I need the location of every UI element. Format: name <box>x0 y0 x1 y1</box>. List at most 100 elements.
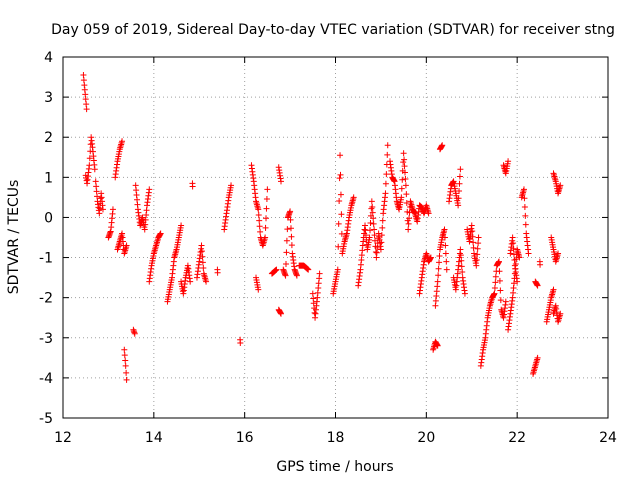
data-point-marker <box>557 182 564 189</box>
y-tick-label: 1 <box>44 170 53 186</box>
data-point-marker <box>263 205 270 212</box>
data-point-marker <box>80 72 87 79</box>
data-point-marker <box>131 330 138 337</box>
data-point-marker <box>401 156 408 163</box>
x-tick-label: 24 <box>599 430 617 446</box>
data-point-marker <box>379 217 386 224</box>
data-point-marker <box>427 254 434 261</box>
data-point-marker <box>443 258 450 265</box>
y-tick-label: 4 <box>44 50 53 66</box>
data-point-marker <box>525 250 532 257</box>
data-point-marker <box>335 243 342 250</box>
data-point-marker <box>278 310 284 317</box>
y-tick-label: -5 <box>39 411 53 427</box>
data-point-marker <box>514 278 521 285</box>
data-point-marker <box>337 171 344 178</box>
x-tick-label: 22 <box>508 430 526 446</box>
data-point-marker <box>456 187 463 194</box>
data-point-marker <box>537 261 544 268</box>
data-point-marker <box>283 237 290 244</box>
data-point-marker <box>237 339 244 346</box>
data-point-marker <box>458 257 465 264</box>
data-point-marker <box>86 155 93 162</box>
data-point-marker <box>370 215 377 222</box>
data-point-marker <box>491 290 498 297</box>
data-point-marker <box>369 209 376 216</box>
data-point-marker <box>370 220 377 227</box>
data-point-marker <box>520 186 527 193</box>
data-point-marker <box>203 278 210 285</box>
data-point-marker <box>455 202 462 209</box>
x-tick-label: 14 <box>145 430 163 446</box>
data-point-marker <box>384 151 391 158</box>
data-point-marker <box>96 210 103 217</box>
data-point-marker <box>475 240 482 247</box>
data-point-marker <box>255 286 262 293</box>
data-point-marker <box>287 216 294 223</box>
data-point-marker <box>469 233 476 240</box>
data-point-marker <box>505 158 512 165</box>
data-point-marker <box>441 226 448 233</box>
x-tick-label: 18 <box>327 430 345 446</box>
data-point-marker <box>401 169 408 176</box>
data-point-marker <box>335 220 342 227</box>
data-point-marker <box>200 264 207 271</box>
data-point-marker <box>516 254 523 261</box>
data-point-marker <box>496 258 502 265</box>
data-point-marker <box>473 262 480 269</box>
data-point-marker <box>82 96 89 103</box>
y-tick-label: 0 <box>44 210 53 226</box>
data-point-marker <box>157 230 164 237</box>
data-point-marker <box>283 249 290 256</box>
data-point-marker <box>198 242 205 249</box>
data-point-marker <box>398 185 405 192</box>
data-point-marker <box>378 239 385 246</box>
data-point-marker <box>94 193 101 200</box>
data-point-marker <box>456 173 463 180</box>
data-point-marker <box>425 210 432 217</box>
data-point-marker <box>455 195 462 202</box>
data-point-marker <box>293 272 300 279</box>
data-point-marker <box>337 191 344 198</box>
plot-frame <box>62 56 609 419</box>
data-point-marker <box>214 269 221 276</box>
data-point-marker <box>457 252 464 259</box>
data-point-marker <box>262 234 269 241</box>
x-axis-label: GPS time / hours <box>276 459 393 475</box>
data-point-marker <box>555 250 562 257</box>
data-point-marker <box>434 278 441 285</box>
x-tick-label: 20 <box>417 430 435 446</box>
data-point-marker <box>457 166 464 173</box>
data-point-marker <box>96 205 103 212</box>
data-point-marker <box>122 357 129 364</box>
data-point-marker <box>383 171 390 178</box>
data-point-marker <box>491 285 498 292</box>
data-point-marker <box>123 369 130 376</box>
data-point-marker <box>436 259 443 266</box>
data-point-marker <box>474 245 481 252</box>
data-point-marker <box>97 195 104 202</box>
data-point-marker <box>509 234 516 241</box>
data-point-marker <box>350 194 357 201</box>
data-point-marker <box>371 232 378 239</box>
data-point-marker <box>273 266 280 273</box>
data-point-marker <box>405 220 412 227</box>
data-point-marker <box>109 206 116 213</box>
data-point-marker <box>496 268 503 275</box>
data-point-marker <box>255 212 262 219</box>
data-point-marker <box>287 225 294 232</box>
data-point-marker <box>442 250 449 257</box>
data-point-marker <box>91 166 98 173</box>
data-point-marker <box>402 175 409 182</box>
y-tick-label: -2 <box>39 291 53 307</box>
data-point-marker <box>550 286 557 293</box>
data-point-marker <box>557 310 564 317</box>
y-tick-label: -3 <box>39 331 53 347</box>
data-point-marker <box>435 272 442 279</box>
grid-lines <box>63 57 608 418</box>
data-point-marker <box>369 204 376 211</box>
data-point-marker <box>121 352 128 359</box>
data-point-marker <box>187 278 194 285</box>
data-point-marker <box>316 270 323 277</box>
data-point-marker <box>442 242 449 249</box>
